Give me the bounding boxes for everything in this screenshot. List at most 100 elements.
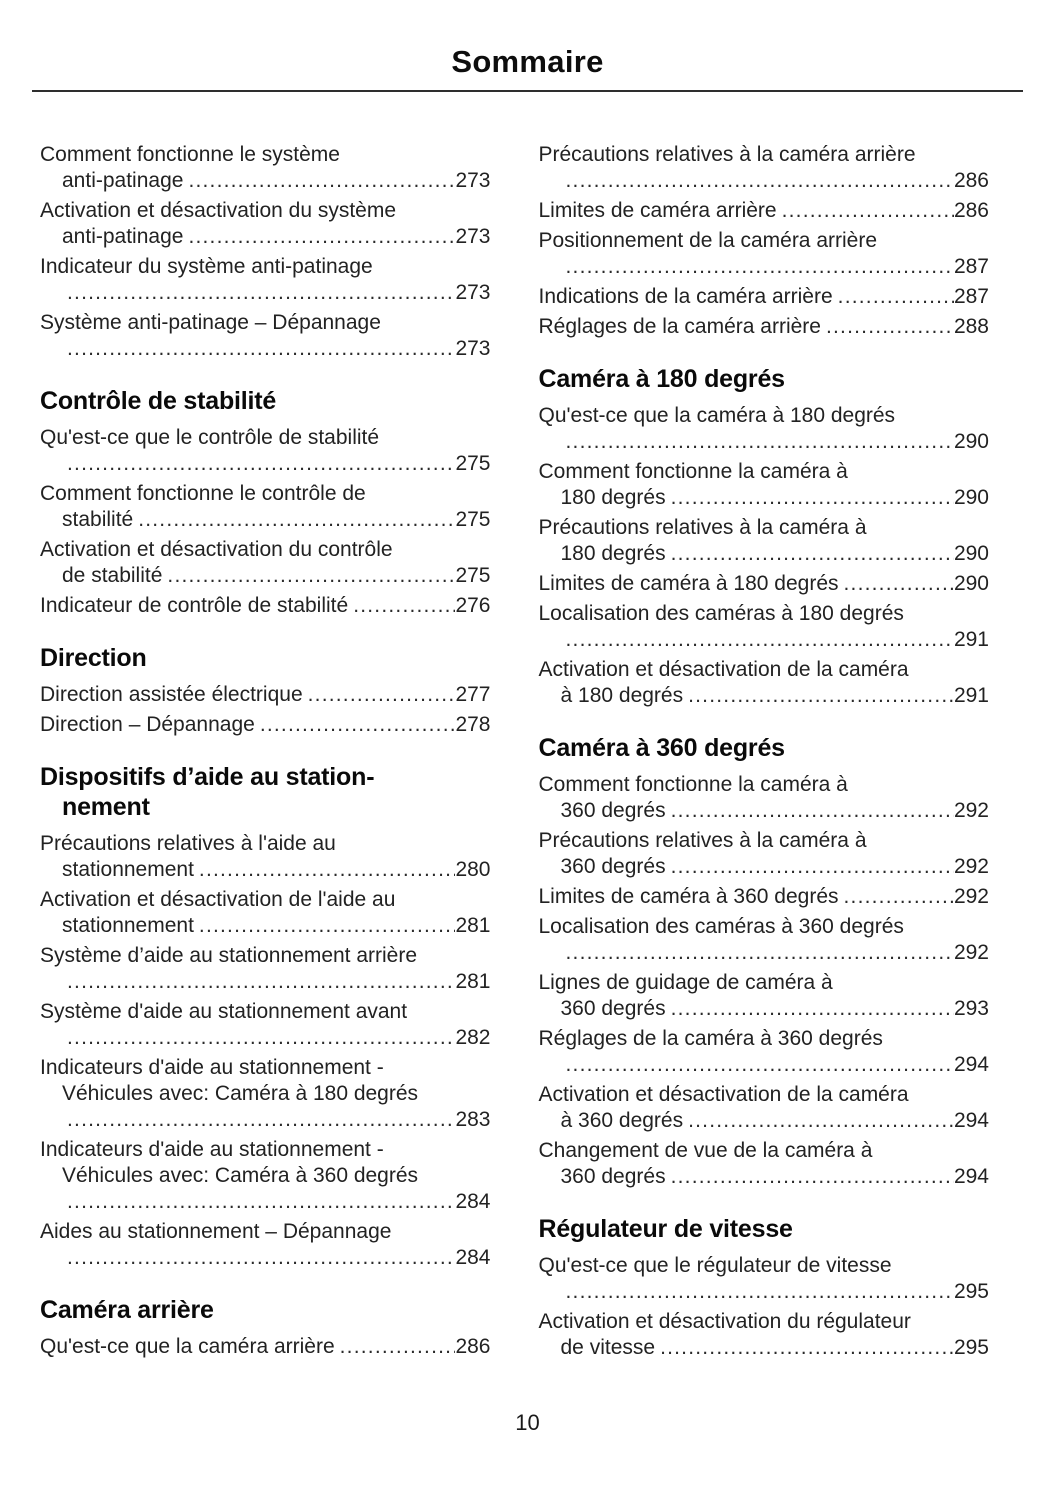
- leader-dots: ........................................…: [837, 285, 954, 308]
- toc-entry[interactable]: Comment fonctionne le système anti-patina…: [40, 142, 491, 194]
- toc-entry-line: Direction assistée électrique...........…: [40, 682, 491, 708]
- toc-section: Contrôle de stabilité Qu'est-ce que le co…: [40, 386, 491, 619]
- toc-entry[interactable]: Système anti-patinage – Dépannage.......…: [40, 310, 491, 362]
- entry-page-number: 290: [953, 430, 989, 453]
- section-heading: Caméra à 180 degrés: [539, 364, 990, 394]
- leader-dots: ........................................…: [67, 337, 455, 360]
- toc-entry[interactable]: Précautions relatives à la caméra à 180 d…: [539, 515, 990, 567]
- toc-entry[interactable]: Activation et désactivation du contrôle d…: [40, 537, 491, 589]
- toc-entry[interactable]: Activation et désactivation du système an…: [40, 198, 491, 250]
- leader-dots: ........................................…: [843, 885, 954, 908]
- leader-dots: ........................................…: [843, 572, 954, 595]
- toc-entry[interactable]: Réglages de la caméra à 360 degrés......…: [539, 1026, 990, 1078]
- section-heading-line: Direction: [40, 644, 147, 672]
- toc-entry-leader-line: ........................................…: [539, 627, 990, 653]
- toc-entry[interactable]: Positionnement de la caméra arrière.....…: [539, 228, 990, 280]
- toc-entry-line: 360 degrés..............................…: [539, 1164, 990, 1190]
- toc-entry[interactable]: Changement de vue de la caméra à 360 degr…: [539, 1138, 990, 1190]
- toc-entry[interactable]: Qu'est-ce que la caméra à 180 degrés....…: [539, 403, 990, 455]
- toc-entry[interactable]: Indicateurs d'aide au stationnement - Véh…: [40, 1137, 491, 1215]
- leader-dots: ........................................…: [67, 452, 455, 475]
- toc-entry-text: stationnement: [62, 914, 194, 937]
- toc-entry-text: Qu'est-ce que le régulateur de vitesse: [538, 1254, 892, 1277]
- leader-dots: ........................................…: [670, 486, 954, 509]
- toc-entry-text: Activation et désactivation du contrôle: [40, 538, 393, 561]
- toc-entry[interactable]: Direction assistée électrique...........…: [40, 682, 491, 708]
- toc-entry[interactable]: Aides au stationnement – Dépannage......…: [40, 1219, 491, 1271]
- toc-entry-line: 360 degrés..............................…: [539, 798, 990, 824]
- toc-entry-line: 360 degrés..............................…: [539, 854, 990, 880]
- toc-entry-text: 360 degrés: [560, 799, 666, 822]
- toc-entry-text: Positionnement de la caméra arrière: [538, 229, 878, 252]
- toc-entry-leader-line: ........................................…: [539, 1052, 990, 1078]
- entry-page-number: 288: [953, 315, 989, 338]
- toc-entry[interactable]: Indications de la caméra arrière........…: [539, 284, 990, 310]
- leader-dots: ........................................…: [670, 799, 954, 822]
- toc-entry-text: Activation et désactivation de l'aide au: [40, 888, 396, 911]
- toc-entry[interactable]: Lignes de guidage de caméra à 360 degrés.…: [539, 970, 990, 1022]
- toc-entry-line: anti-patinage...........................…: [40, 168, 491, 194]
- toc-entry[interactable]: Activation et désactivation de la caméra…: [539, 1082, 990, 1134]
- toc-entry[interactable]: Indicateurs d'aide au stationnement - Véh…: [40, 1055, 491, 1133]
- toc-entry[interactable]: Direction – Dépannage...................…: [40, 712, 491, 738]
- toc-entry[interactable]: Limites de caméra arrière...............…: [539, 198, 990, 224]
- toc-entry-text: 360 degrés: [560, 997, 666, 1020]
- toc-entry-text: Indicateur de contrôle de stabilité: [40, 594, 349, 617]
- section-heading-line: Dispositifs d’aide au station-: [40, 763, 375, 791]
- leader-dots: ........................................…: [259, 713, 456, 736]
- toc-section: Caméra arrière Qu'est-ce que la caméra ar…: [40, 1295, 491, 1360]
- section-heading: Régulateur de vitesse: [539, 1214, 990, 1244]
- toc-entry[interactable]: Qu'est-ce que le régulateur de vitesse..…: [539, 1253, 990, 1305]
- toc-entry[interactable]: Précautions relatives à l'aide au station…: [40, 831, 491, 883]
- toc-entry[interactable]: Limites de caméra à 180 degrés..........…: [539, 571, 990, 597]
- toc-entry-text: Changement de vue de la caméra à: [538, 1139, 873, 1162]
- toc-entry[interactable]: Système d’aide au stationnement arrière.…: [40, 943, 491, 995]
- toc-entry[interactable]: Indicateur de contrôle de stabilité.....…: [40, 593, 491, 619]
- entry-page-number: 275: [455, 508, 491, 531]
- leader-dots: ........................................…: [67, 970, 455, 993]
- toc-entry-text: Qu'est-ce que le contrôle de stabilité: [40, 426, 380, 449]
- toc-entry-text: Précautions relatives à la caméra arrièr…: [538, 143, 916, 166]
- leader-dots: ........................................…: [688, 1109, 954, 1132]
- toc-entry-text: Comment fonctionne le système: [40, 143, 340, 166]
- toc-entry[interactable]: Réglages de la caméra arrière...........…: [539, 314, 990, 340]
- toc-entry[interactable]: Activation et désactivation de la caméra…: [539, 657, 990, 709]
- entry-page-number: 275: [455, 564, 491, 587]
- toc-entry[interactable]: Indicateur du système anti-patinage.....…: [40, 254, 491, 306]
- entry-page-number: 273: [455, 225, 491, 248]
- toc-entry[interactable]: Localisation des caméras à 360 degrés...…: [539, 914, 990, 966]
- toc-entry-line: Réglages de la caméra arrière...........…: [539, 314, 990, 340]
- toc-entry[interactable]: Activation et désactivation de l'aide au…: [40, 887, 491, 939]
- toc-entry[interactable]: Comment fonctionne la caméra à 360 degrés…: [539, 772, 990, 824]
- toc-entry-text: Qu'est-ce que la caméra à 180 degrés: [538, 404, 896, 427]
- leader-dots: ........................................…: [565, 1280, 954, 1303]
- toc-entry[interactable]: Comment fonctionne la caméra à 180 degrés…: [539, 459, 990, 511]
- toc-section: Caméra à 360 degrés Comment fonctionne la…: [539, 733, 990, 1190]
- entry-page-number: 286: [953, 199, 989, 222]
- toc-entry[interactable]: Qu'est-ce que le contrôle de stabilité..…: [40, 425, 491, 477]
- section-heading-line: Caméra à 180 degrés: [538, 365, 786, 393]
- toc-entry[interactable]: Activation et désactivation du régulateu…: [539, 1309, 990, 1361]
- toc-entry-leader-line: ........................................…: [40, 1107, 491, 1133]
- toc-section: Dispositifs d’aide au station-nement Préc…: [40, 762, 491, 1271]
- toc-entry-line: de vitesse..............................…: [539, 1335, 990, 1361]
- toc-entry[interactable]: Comment fonctionne le contrôle de stabili…: [40, 481, 491, 533]
- toc-entry[interactable]: Limites de caméra à 360 degrés..........…: [539, 884, 990, 910]
- toc-entry[interactable]: Localisation des caméras à 180 degrés...…: [539, 601, 990, 653]
- entry-page-number: 280: [455, 858, 491, 881]
- entry-page-number: 282: [455, 1026, 491, 1049]
- leader-dots: ........................................…: [688, 684, 954, 707]
- toc-entry-text: de stabilité: [62, 564, 163, 587]
- toc-entry[interactable]: Précautions relatives à la caméra à 360 d…: [539, 828, 990, 880]
- toc-entry-line: à 360 degrés............................…: [539, 1108, 990, 1134]
- toc-entry[interactable]: Qu'est-ce que la caméra arrière.........…: [40, 1334, 491, 1360]
- toc-entry-leader-line: ........................................…: [40, 1189, 491, 1215]
- section-heading-line: Caméra à 360 degrés: [538, 734, 786, 762]
- leader-dots: ........................................…: [670, 997, 954, 1020]
- toc-entry[interactable]: Précautions relatives à la caméra arrièr…: [539, 142, 990, 194]
- leader-dots: ........................................…: [565, 941, 954, 964]
- toc-entry[interactable]: Système d'aide au stationnement avant...…: [40, 999, 491, 1051]
- section-heading-line: Caméra arrière: [40, 1296, 214, 1324]
- toc-column-1: Comment fonctionne le système anti-patina…: [40, 142, 491, 1364]
- leader-dots: ........................................…: [353, 594, 455, 617]
